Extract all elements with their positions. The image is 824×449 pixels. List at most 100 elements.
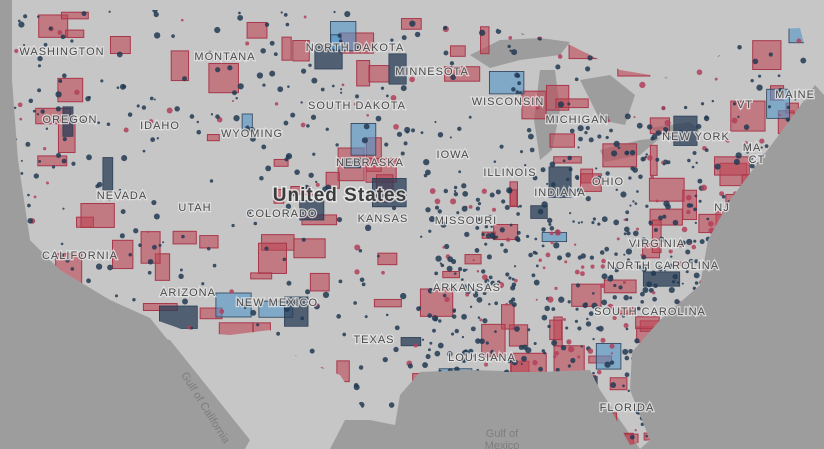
coverage-dot [665,203,671,210]
coverage-dot [166,107,173,114]
coverage-dot [542,266,546,270]
coverage-dot [210,113,214,116]
coverage-dot [699,239,705,245]
coverage-dot [232,90,237,96]
state-label: MONTANA [194,51,255,63]
coverage-dot [237,14,244,21]
coverage-dot [691,244,697,250]
coverage-dot [443,50,449,56]
coverage-dot [33,195,37,199]
coverage-dot [634,429,637,432]
coverage-area [549,319,563,341]
coverage-dot [612,295,617,300]
coverage-dot [457,126,462,132]
coverage-dot [494,301,499,306]
state-label: SOUTH CAROLINA [594,306,706,318]
coverage-dot [353,43,360,50]
state-label: MICHIGAN [546,114,609,126]
coverage-dot [541,227,546,232]
coverage-dot [322,291,330,299]
coverage-dot [572,220,575,223]
coverage-dot [612,315,617,321]
coverage-dot [484,242,488,246]
coverage-dot [438,319,442,323]
coverage-dot [107,264,113,271]
coverage-dot [465,292,470,297]
coverage-dot [450,198,457,205]
coverage-dot [694,259,699,264]
coverage-dot [364,224,372,231]
coverage-dot [626,258,631,262]
coverage-dot [630,166,635,171]
coverage-dot [476,296,483,303]
coverage-dot [227,65,233,71]
coverage-area [65,29,85,38]
coverage-dot [260,48,266,54]
coverage-dot [295,197,298,200]
coverage-dot [390,95,397,101]
coverage-dot [180,18,184,22]
coverage-dot [778,114,781,117]
coverage-dot [150,137,156,143]
coverage-dot [794,98,797,101]
coverage-dot [597,134,602,139]
coverage-dot [32,109,36,113]
coverage-dot [692,150,697,155]
coverage-dot [601,258,606,264]
coverage-dot [540,167,546,173]
coverage-dot [526,127,532,133]
coverage-dot [242,304,247,309]
coverage-dot [588,311,594,316]
coverage-dot [454,190,457,193]
coverage-dot [574,319,578,323]
state-label: NEW MEXICO [236,297,318,309]
coverage-dot [511,87,516,92]
coverage-dot [86,278,91,284]
coverage-dot [422,362,428,368]
coverage-dot [81,119,85,123]
coverage-dot [37,15,40,18]
coverage-area [356,60,371,87]
coverage-dot [622,384,625,388]
coverage-dot [764,144,769,148]
coverage-dot [501,199,506,204]
coverage-dot [554,350,560,356]
coverage-dot [181,234,185,239]
coverage-dot [725,138,731,143]
coverage-dot [276,331,281,336]
coverage-dot [601,216,608,223]
coverage-dot [133,228,139,234]
coverage-dot [147,230,150,233]
coverage-dot [531,273,536,278]
coverage-dot [70,267,75,271]
coverage-dot [687,158,691,163]
coverage-dot [700,184,708,191]
coverage-dot [421,338,425,341]
coverage-dot [264,22,270,27]
coverage-dot [36,113,40,116]
coverage-dot [148,119,154,124]
coverage-dot [81,11,87,17]
coverage-dot [300,122,306,128]
coverage-dot [152,10,158,13]
coverage-dot [671,280,676,284]
coverage-dot [685,270,689,274]
coverage-dot [312,152,316,156]
coverage-dot [666,160,671,165]
coverage-dot [384,142,389,147]
coverage-dot [437,132,444,138]
coverage-dot [17,102,23,108]
coverage-dot [468,115,472,119]
coverage-dot [525,347,532,354]
coverage-dot [127,112,133,117]
coverage-dot [460,278,464,282]
coverage-dot [607,303,614,310]
coverage-dot [706,217,710,221]
coverage-dot [554,286,558,290]
coverage-dot [418,306,421,309]
coverage-area [714,156,750,176]
coverage-dot [477,201,482,206]
coverage-dot [533,279,540,286]
coverage-area [508,324,529,347]
coverage-dot [672,219,679,226]
